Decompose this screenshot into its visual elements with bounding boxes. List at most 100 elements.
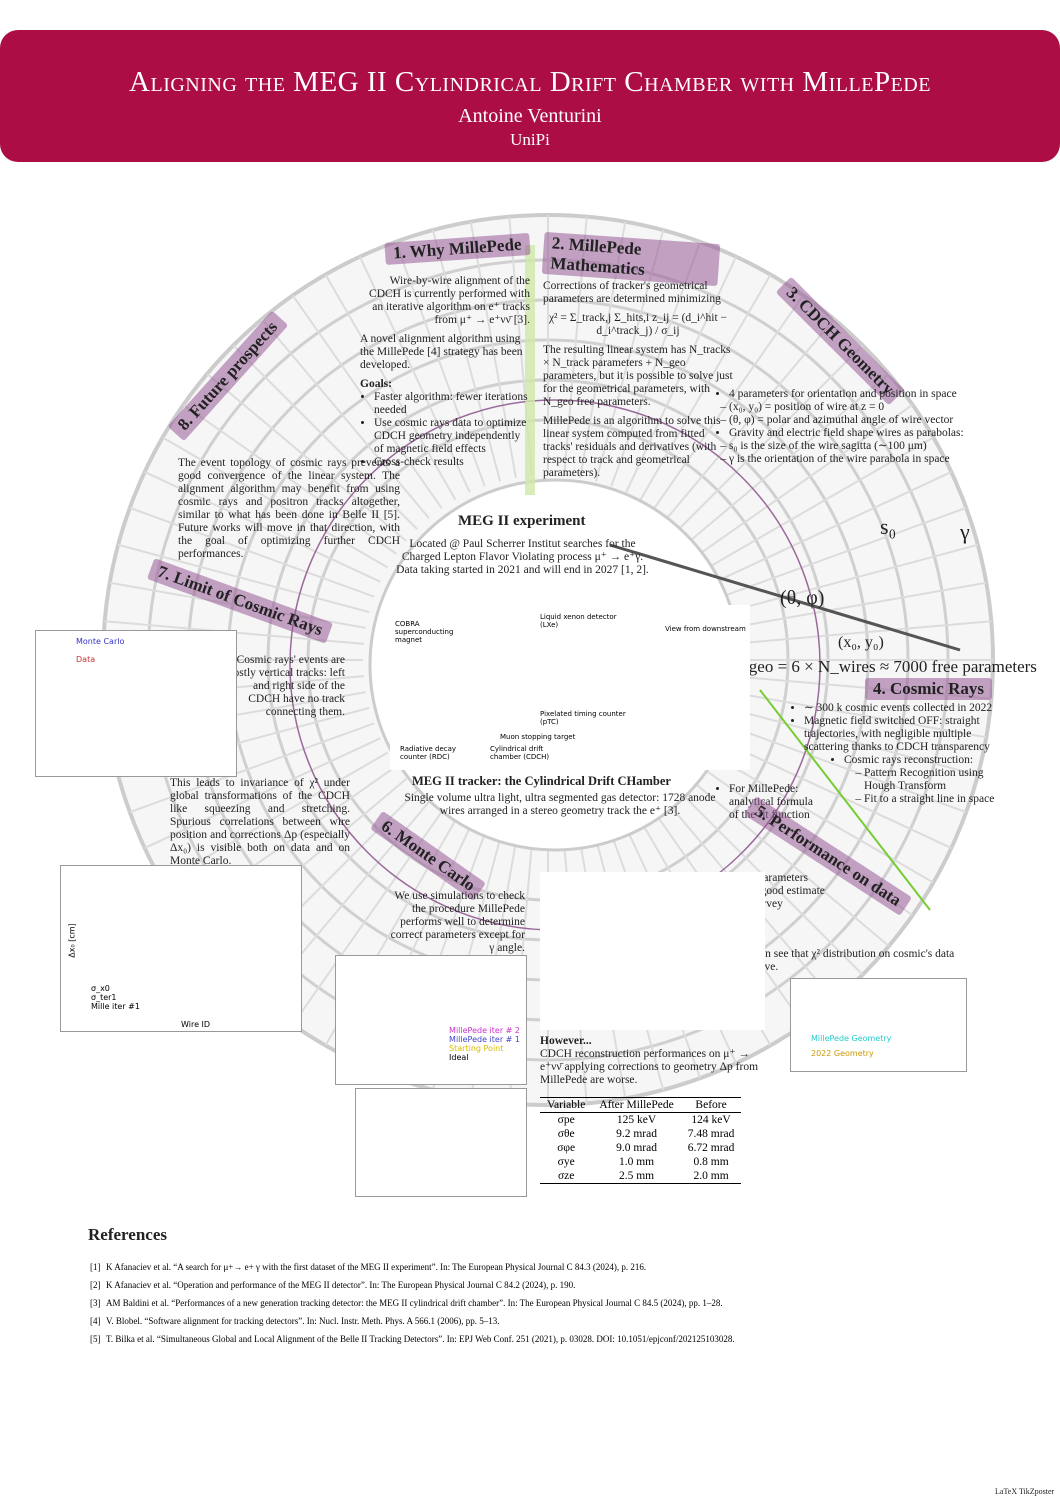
figure-label: Cylindrical drift chamber (CDCH) xyxy=(490,745,550,761)
wheel-spoke xyxy=(625,256,737,493)
wheel-spoke xyxy=(469,221,517,478)
cosmic-track xyxy=(759,689,931,911)
table-row: σze 2.5 mm 2.0 mm xyxy=(540,1169,742,1184)
table-row: σθe 9.2 mrad 7.48 mrad xyxy=(540,1127,741,1141)
wheel-spoke xyxy=(726,543,979,614)
wheel-spoke xyxy=(689,373,890,542)
paragraph: Cosmic rays' events are mostly vertical … xyxy=(224,654,345,718)
paragraph: Located @ Paul Scherrer Institut searche… xyxy=(401,538,644,563)
wheel-spoke xyxy=(144,737,381,849)
legend-entry: Data xyxy=(76,655,96,664)
paragraph: The event topology of cosmic rays preven… xyxy=(178,457,400,560)
item: ∼ 300 k cosmic events collected in 2022 xyxy=(804,702,1015,715)
table-cell: 0.8 mm xyxy=(693,1156,729,1168)
paragraph: We can see that χ² distribution on cosmi… xyxy=(737,948,955,973)
equation: χ² = Σ_track,j Σ_hits,i z_ij = (d_i^hit … xyxy=(548,312,728,337)
table-cell: 124 keV xyxy=(691,1114,731,1126)
wheel-spoke xyxy=(261,318,430,519)
table-cell: σpe xyxy=(557,1114,575,1126)
paragraph: MillePede is an algorithm to solve this … xyxy=(543,415,721,479)
section-body: However... CDCH reconstruction performan… xyxy=(540,1035,765,1093)
table-cell: Variable xyxy=(540,1097,593,1113)
figure-label: View from downstream xyxy=(665,625,746,633)
reference: V. Blobel. “Software alignment for track… xyxy=(106,1316,500,1326)
wheel-spoke xyxy=(715,737,952,849)
table-cell: Before xyxy=(680,1097,742,1113)
item: 4 parameters for orientation and positio… xyxy=(729,388,965,401)
mc-plot: MillePede iter # 2 MillePede iter # 1 St… xyxy=(335,955,527,1085)
wheel-spoke xyxy=(732,620,992,645)
wheel-spoke xyxy=(678,790,864,976)
table-row: σpe 125 keV 124 keV xyxy=(540,1113,741,1128)
author: Antoine Venturini xyxy=(458,105,602,127)
paragraph: We use simulations to check the procedur… xyxy=(390,890,525,954)
wheel-spoke xyxy=(678,344,864,530)
green-band xyxy=(525,245,535,495)
legend-entry: MillePede Geometry xyxy=(811,1034,892,1043)
wheel-spoke xyxy=(689,778,890,947)
legend-entry: σ_x0 xyxy=(91,984,110,993)
item: (θ, φ) = polar and azimuthal angle of wi… xyxy=(729,414,965,427)
header: Aligning the MEG II Cylindrical Drift Ch… xyxy=(0,30,1060,162)
wheel-spoke xyxy=(324,274,457,501)
figure-label: Liquid xenon detector (LXe) xyxy=(540,613,617,629)
wheel-spoke xyxy=(232,344,418,530)
wheel-spoke xyxy=(721,506,967,598)
center-body: Located @ Paul Scherrer Institut searche… xyxy=(390,538,655,577)
section-body: 4 parameters for orientation and positio… xyxy=(715,388,965,466)
item: Magnetic field switched OFF: straight tr… xyxy=(804,715,1015,754)
item: Use cosmic rays data to optimize CDCH ge… xyxy=(374,417,530,456)
tracker-title: MEG II tracker: the Cylindrical Drift CH… xyxy=(412,774,671,788)
table-cell: 9.0 mrad xyxy=(616,1142,657,1154)
item: (x₀, y₀) = position of wire at z = 0 xyxy=(729,401,965,414)
footer: LaTeX TikZposter xyxy=(995,1487,1055,1496)
wheel-spoke xyxy=(117,543,370,614)
legend-entry: Ideal xyxy=(449,1053,469,1062)
table-cell: 1.0 mm xyxy=(618,1156,655,1168)
table-cell: After MillePede xyxy=(592,1097,681,1113)
reference: K Afanaciev et al. “A search for μ+→ e+ … xyxy=(106,1262,647,1272)
wheel-spoke xyxy=(721,722,967,814)
label: However... xyxy=(540,1035,592,1047)
label: Goals: xyxy=(360,378,392,390)
table-cell: 7.48 mrad xyxy=(687,1128,735,1140)
table-cell: σθe xyxy=(557,1128,575,1140)
legend-entry: MillePede iter # 1 xyxy=(449,1035,520,1044)
wheel-spoke xyxy=(431,229,502,482)
correlation-plot xyxy=(540,872,765,1030)
reference-number: [4] xyxy=(90,1316,101,1326)
paragraph: Wire-by-wire alignment of the CDCH is cu… xyxy=(369,275,530,326)
paragraph: Data taking started in 2021 and will end… xyxy=(396,564,649,576)
wheel-spoke xyxy=(359,256,471,493)
reference: T. Bilka et al. “Simultaneous Global and… xyxy=(106,1334,735,1344)
wheel-spoke xyxy=(707,436,934,569)
legend-entry: Monte Carlo xyxy=(76,637,125,646)
table-cell: 6.72 mrad xyxy=(687,1142,735,1154)
wheel-spoke xyxy=(726,706,979,777)
diagram-label: γ xyxy=(960,519,970,544)
table-row: σφe 9.0 mrad 6.72 mrad xyxy=(540,1141,741,1155)
wheel-spoke xyxy=(291,294,443,510)
table-row: σye 1.0 mm 0.8 mm xyxy=(540,1155,741,1169)
table-cell: σφe xyxy=(557,1142,576,1154)
wheel-spoke xyxy=(715,471,952,583)
wheel-spoke xyxy=(730,581,987,629)
table-cell: 125 keV xyxy=(616,1114,657,1126)
table-row: Variable After MillePede Before xyxy=(540,1097,742,1113)
axis-label: Wire ID xyxy=(181,1020,211,1029)
center-title: MEG II experiment xyxy=(458,513,586,529)
wheel-spoke xyxy=(653,294,805,510)
wheel-spoke xyxy=(666,318,835,519)
formula: N_geo = 6 × N_wires ≈ 7000 free paramete… xyxy=(728,657,1037,676)
legend-entry: σ_ter1 xyxy=(91,993,117,1002)
wheel-spoke xyxy=(206,373,407,542)
item: Cross-check results xyxy=(374,456,530,469)
table-cell: 2.0 mm xyxy=(680,1169,742,1184)
dx0-plot: Δx₀ [cm] Wire ID σ_x0 σ_ter1 Mille iter … xyxy=(60,865,302,1032)
reference-number: [2] xyxy=(90,1280,101,1290)
wheel-spoke xyxy=(144,471,381,583)
table-cell: σze xyxy=(540,1169,593,1184)
section-body: Wire-by-wire alignment of the CDCH is cu… xyxy=(360,275,530,469)
table-cell: 9.2 mrad xyxy=(616,1128,657,1140)
